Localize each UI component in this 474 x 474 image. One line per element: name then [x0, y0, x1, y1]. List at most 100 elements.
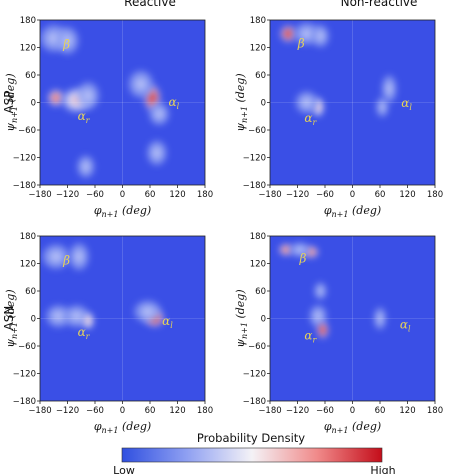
x-tick-label: −60	[86, 190, 104, 200]
density-peak	[147, 100, 171, 128]
heatmap-panel-asn-reactive: −180 −120 −60 0 60 120 180 −180 −120 −60 0 60 120 180…	[4, 232, 213, 435]
density-peak	[80, 310, 96, 332]
y-axis-label: ψn+1 (deg)	[4, 73, 19, 131]
x-tick-label: −180	[28, 406, 51, 416]
colorbar-high-label: High	[370, 464, 395, 474]
x-tick-label: −60	[86, 406, 104, 416]
x-tick-label: −120	[286, 406, 309, 416]
x-tick-label: −180	[28, 190, 51, 200]
colorbar-title: Probability Density	[197, 431, 305, 445]
density-blobs	[277, 240, 388, 341]
y-tick-label: −120	[13, 370, 36, 380]
x-tick-label: 180	[197, 406, 213, 416]
y-tick-label: 180	[20, 16, 36, 26]
y-tick-label: −180	[243, 397, 266, 407]
density-peak	[126, 68, 156, 101]
y-tick-label: 180	[250, 16, 266, 26]
row-label-asn: ASN	[2, 306, 16, 331]
y-tick-label: 0	[261, 315, 266, 325]
y-tick-label: 120	[250, 260, 266, 270]
row-label-asp: ASP	[2, 90, 16, 113]
y-tick-label: −180	[13, 397, 36, 407]
y-tick-label: 120	[250, 44, 266, 54]
y-tick-label: 120	[20, 44, 36, 54]
y-tick-label: 120	[20, 260, 36, 270]
y-axis-label: ψn+1 (deg)	[234, 289, 249, 347]
x-tick-label: 120	[169, 406, 185, 416]
x-axis-label: φn+1 (deg)	[94, 420, 151, 435]
region-label: αl	[168, 95, 179, 111]
heatmap-panel-asp-reactive: −180 −120 −60 0 60 120 180 −180 −120 −60 0 60 120 180…	[4, 16, 213, 219]
region-label: αl	[400, 318, 411, 334]
x-tick-label: 0	[350, 190, 355, 200]
x-axis-label: φn+1 (deg)	[324, 420, 381, 435]
density-peak	[372, 305, 388, 332]
density-blobs	[40, 22, 171, 180]
y-tick-label: 60	[25, 71, 36, 81]
density-peak	[75, 153, 97, 180]
y-tick-label: 0	[31, 99, 36, 109]
density-peak	[67, 240, 91, 273]
y-tick-label: −180	[243, 181, 266, 191]
heatmap-panel-asp-non-reactive: −180 −120 −60 0 60 120 180 −180 −120 −60 0 60 120 180…	[234, 16, 443, 219]
density-blobs	[278, 20, 398, 119]
density-peak	[310, 22, 331, 50]
x-tick-label: 0	[120, 190, 125, 200]
heatmap-panels: −180 −120 −60 0 60 120 180 −180 −120 −60 0 60 120 180…	[4, 16, 443, 435]
x-tick-label: 60	[145, 190, 156, 200]
heatmap-background	[270, 236, 435, 401]
density-peak	[54, 24, 81, 57]
x-tick-label: −180	[258, 190, 281, 200]
x-tick-label: 0	[350, 406, 355, 416]
density-peak	[313, 280, 328, 302]
density-peak	[131, 298, 164, 325]
y-tick-label: −120	[243, 154, 266, 164]
x-tick-label: 180	[427, 190, 443, 200]
y-tick-label: −60	[18, 126, 36, 136]
heatmap-panel-asn-non-reactive: −180 −120 −60 0 60 120 180 −180 −120 −60 0 60 120 180…	[234, 232, 443, 435]
y-tick-label: 60	[25, 287, 36, 297]
x-tick-label: 0	[120, 406, 125, 416]
x-tick-label: 120	[399, 190, 415, 200]
y-tick-label: −60	[248, 126, 266, 136]
density-peak	[145, 138, 169, 168]
density-peak	[293, 89, 320, 116]
x-tick-label: −120	[56, 406, 79, 416]
y-tick-label: 0	[261, 99, 266, 109]
region-label: αr	[304, 329, 317, 345]
column-title-reactive: Reactive	[124, 0, 176, 9]
x-tick-label: −180	[258, 406, 281, 416]
region-label: αl	[162, 314, 173, 330]
x-tick-label: 180	[427, 406, 443, 416]
x-tick-label: 180	[197, 190, 213, 200]
density-peak	[40, 241, 73, 272]
density-peak	[74, 79, 102, 112]
region-label: β	[62, 253, 70, 267]
y-axis-label: ψn+1 (deg)	[4, 289, 19, 347]
colorbar-gradient	[121, 447, 383, 463]
x-axis-label: φn+1 (deg)	[94, 204, 151, 219]
x-tick-label: −60	[316, 406, 334, 416]
y-tick-label: −60	[18, 342, 36, 352]
x-tick-label: 60	[375, 406, 386, 416]
region-label: β	[297, 37, 305, 51]
y-tick-label: −120	[243, 370, 266, 380]
region-label: αr	[304, 111, 317, 127]
density-peak	[315, 319, 331, 341]
region-label: αr	[78, 325, 91, 341]
y-tick-label: −120	[13, 154, 36, 164]
region-label: β	[62, 37, 70, 51]
column-title-non-reactive: Non-reactive	[341, 0, 418, 9]
density-peak	[374, 95, 390, 119]
region-label: β	[299, 252, 307, 266]
y-tick-label: −180	[13, 181, 36, 191]
density-blobs	[40, 240, 167, 332]
x-tick-label: −120	[286, 190, 309, 200]
y-tick-label: 180	[250, 232, 266, 242]
y-tick-label: −60	[248, 342, 266, 352]
y-axis-label: ψn+1 (deg)	[234, 73, 249, 131]
density-peak	[288, 240, 312, 259]
x-tick-label: 60	[145, 406, 156, 416]
y-tick-label: 60	[255, 71, 266, 81]
